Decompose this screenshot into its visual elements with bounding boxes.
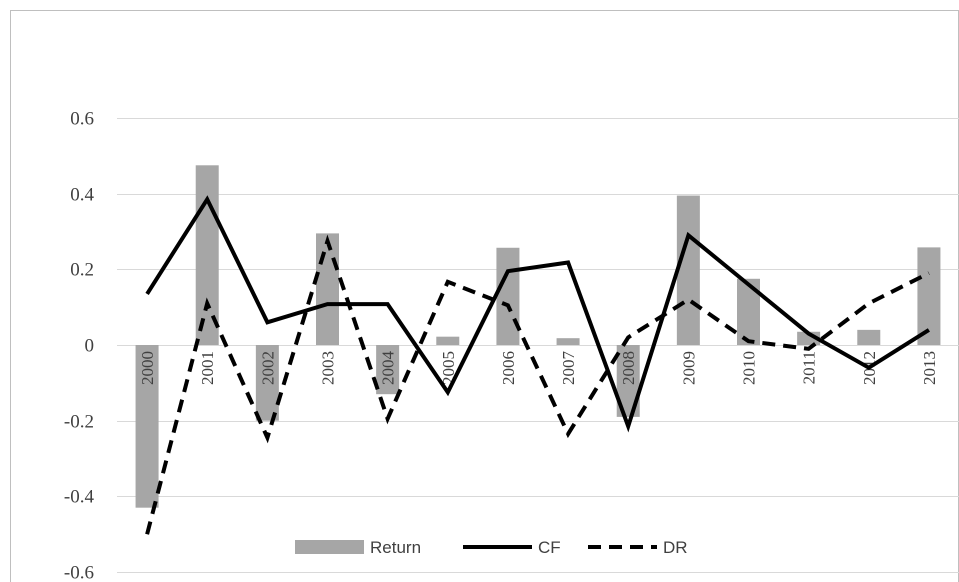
x-category-label: 2005 [439,351,458,385]
return-bar [676,195,700,345]
legend: Return CF DR [295,538,688,557]
y-tick-label: 0 [85,336,95,357]
return-bars [135,165,941,508]
y-tick-label: -0.4 [64,487,95,508]
x-category-label: 2001 [198,351,217,385]
x-category-label: 2011 [800,351,819,384]
return-bar [556,338,580,345]
return-bar [857,329,881,345]
return-bar [255,345,279,421]
x-category-label: 2009 [679,351,698,385]
return-bar [135,345,159,508]
x-category-label: 2007 [559,351,578,386]
return-bar [917,247,941,345]
x-category-label: 2002 [258,351,277,385]
y-axis-tick-labels: 0.6 0.4 0.2 0 -0.2 -0.4 -0.6 [64,109,95,582]
legend-label-dr: DR [663,538,688,557]
cf-line [145,195,930,433]
return-bar [737,278,760,345]
return-bar [496,247,520,345]
return-bar [316,233,339,345]
legend-swatch-return [295,540,364,554]
return-bar [436,336,460,345]
x-category-label: 2004 [379,351,398,386]
y-tick-label: -0.6 [64,563,94,582]
return-bar [376,345,400,395]
x-category-label: 2008 [619,351,638,385]
x-category-label: 2010 [740,351,759,385]
legend-label-return: Return [370,538,421,557]
y-tick-label: 0.4 [70,185,94,206]
x-category-label: 2003 [319,351,338,385]
y-tick-label: 0.2 [70,260,94,281]
y-tick-label: -0.2 [64,412,94,433]
x-axis-category-labels: 2000 2001 2002 2003 2004 2005 2006 2007 2008 2009… [138,351,939,386]
gridlines [117,118,959,573]
return-bar [616,345,640,417]
series-lines [145,195,930,535]
legend-label-cf: CF [538,538,561,557]
x-category-label: 2013 [920,351,939,385]
x-category-label: 2000 [138,351,157,385]
x-category-label: 2006 [499,351,518,385]
y-tick-label: 0.6 [70,109,94,130]
